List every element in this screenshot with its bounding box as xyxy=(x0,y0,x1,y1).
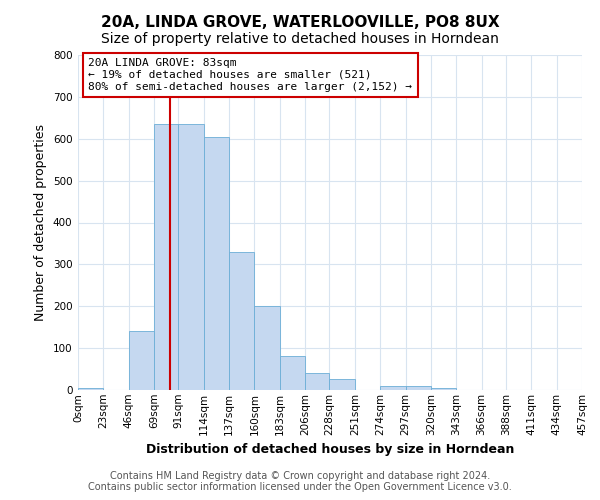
Bar xyxy=(329,378,355,390)
Text: Contains HM Land Registry data © Crown copyright and database right 2024.
Contai: Contains HM Land Registry data © Crown c… xyxy=(88,471,512,492)
Bar xyxy=(305,373,329,390)
Bar xyxy=(406,386,431,390)
Bar xyxy=(154,124,178,390)
Bar xyxy=(204,136,229,390)
Text: 20A, LINDA GROVE, WATERLOOVILLE, PO8 8UX: 20A, LINDA GROVE, WATERLOOVILLE, PO8 8UX xyxy=(101,15,499,30)
Bar xyxy=(178,124,204,390)
Y-axis label: Number of detached properties: Number of detached properties xyxy=(34,124,47,321)
Bar xyxy=(78,388,103,390)
Bar xyxy=(280,356,305,390)
Text: Size of property relative to detached houses in Horndean: Size of property relative to detached ho… xyxy=(101,32,499,46)
Bar xyxy=(431,388,456,390)
Bar xyxy=(129,332,154,390)
Bar xyxy=(254,306,280,390)
X-axis label: Distribution of detached houses by size in Horndean: Distribution of detached houses by size … xyxy=(146,443,514,456)
Bar xyxy=(229,252,254,390)
Bar xyxy=(380,386,406,390)
Text: 20A LINDA GROVE: 83sqm
← 19% of detached houses are smaller (521)
80% of semi-de: 20A LINDA GROVE: 83sqm ← 19% of detached… xyxy=(88,58,412,92)
